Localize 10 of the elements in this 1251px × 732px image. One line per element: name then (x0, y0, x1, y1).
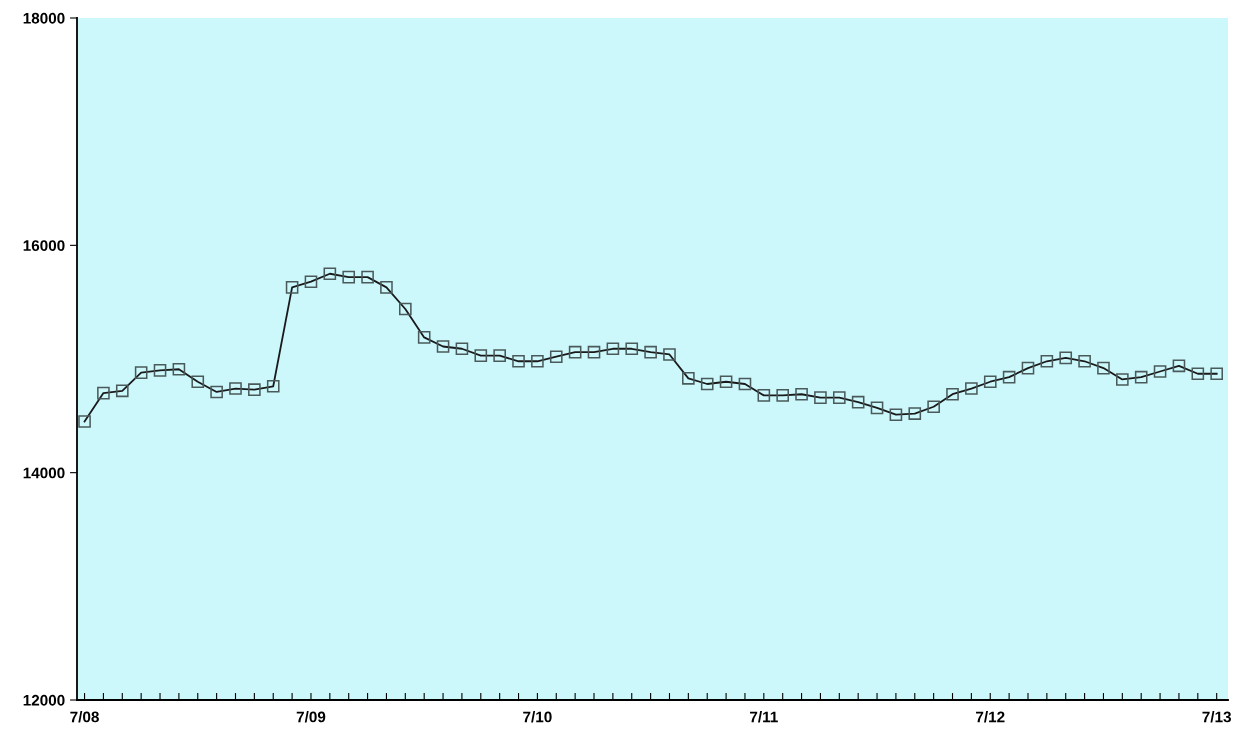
x-tick-label: 7/09 (296, 711, 326, 723)
y-tick-label: 18000 (23, 12, 65, 24)
x-tick-label: 7/13 (1202, 711, 1231, 723)
x-tick-label: 7/12 (976, 711, 1005, 723)
y-tick-label: 12000 (23, 694, 65, 706)
x-tick-label: 7/11 (750, 711, 778, 723)
y-tick-label: 14000 (23, 467, 65, 479)
x-tick-label: 7/08 (70, 711, 99, 723)
x-tick-label: 7/10 (523, 711, 552, 723)
y-tick-label: 16000 (23, 240, 65, 252)
